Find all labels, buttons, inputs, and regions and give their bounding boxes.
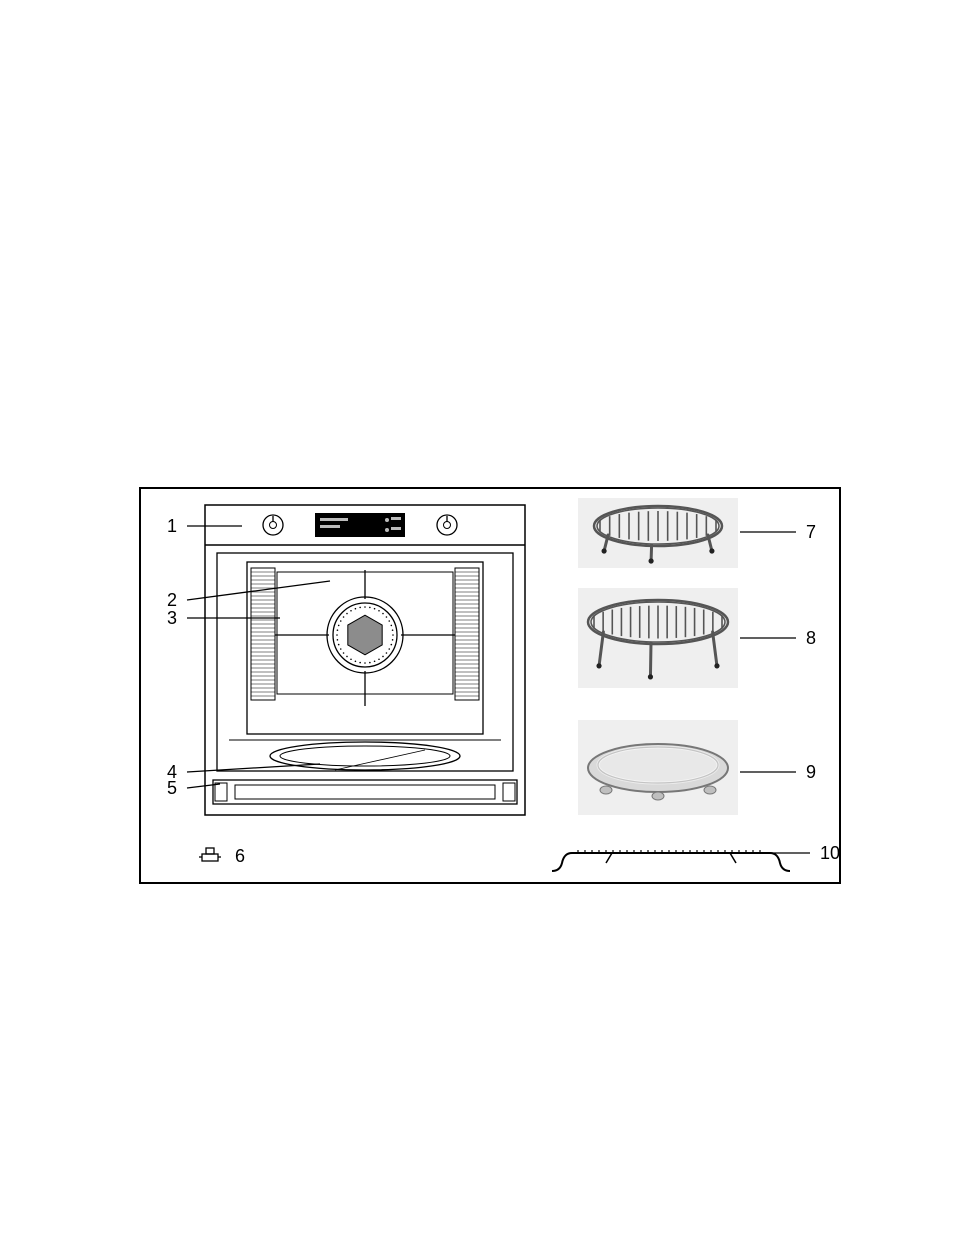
callout-label-1: 1 <box>167 516 177 536</box>
tall-wire-rack <box>578 498 738 568</box>
callout-6: 6 <box>235 846 245 866</box>
callout-label-7: 7 <box>806 522 816 542</box>
diagram-svg: 12345678910 <box>0 0 954 1235</box>
display-panel <box>315 513 405 537</box>
callout-label-5: 5 <box>167 778 177 798</box>
low-wire-rack <box>578 588 738 688</box>
callout-label-3: 3 <box>167 608 177 628</box>
callout-label-6: 6 <box>235 846 245 866</box>
callout-label-2: 2 <box>167 590 177 610</box>
callout-label-9: 9 <box>806 762 816 782</box>
turntable-plate <box>578 720 738 815</box>
callout-label-8: 8 <box>806 628 816 648</box>
page: 12345678910 <box>0 0 954 1235</box>
callout-label-10: 10 <box>820 843 840 863</box>
